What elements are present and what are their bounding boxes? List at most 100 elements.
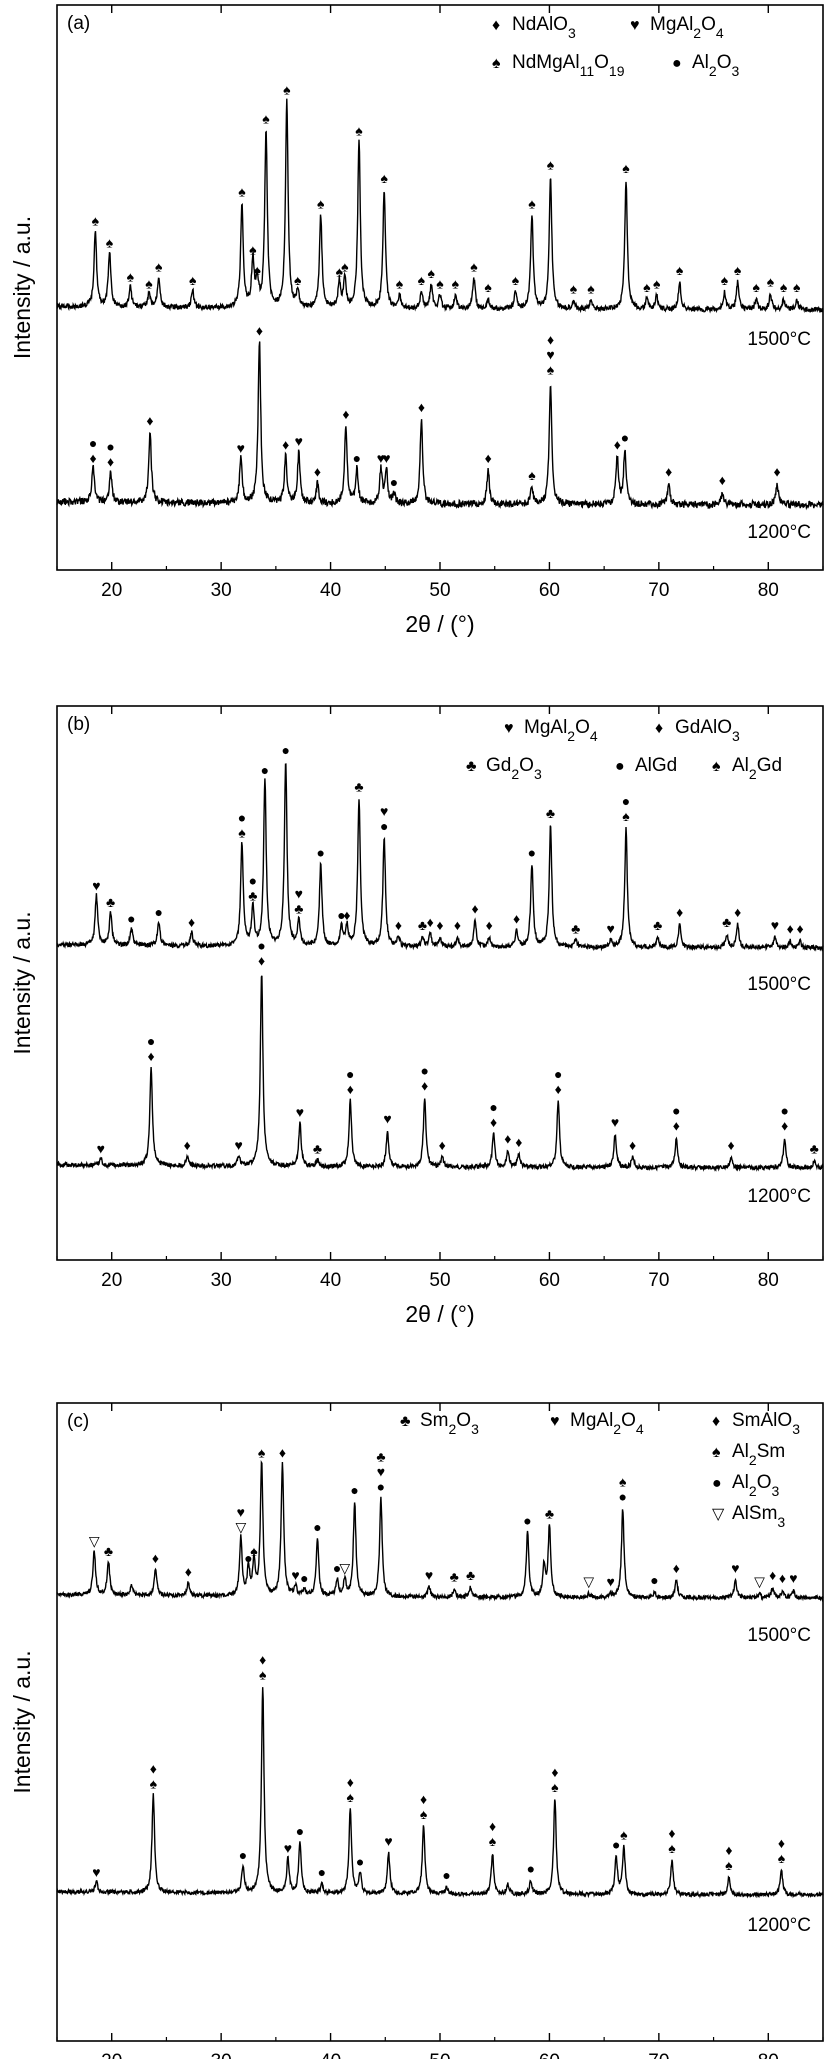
peak-marker: ♠ [92,213,100,229]
peak-marker: ♦ [779,1570,786,1586]
peak-marker: ♠ [420,1806,428,1822]
legend-item: ♠ NdMgAl11O19 [492,52,625,79]
legend-marker: ♦ [492,17,500,34]
peak-marker: ● [523,1512,531,1528]
peak-marker: ♦ [421,1078,428,1094]
panel-label: (a) [67,13,90,34]
legend-label: SmAlO3 [732,1410,800,1437]
peak-marker: ♦ [489,1818,496,1834]
peak-marker: ♦ [551,1764,558,1780]
legend-item: ♣ Sm2O3 [400,1410,479,1437]
legend-item: ♦ NdAlO3 [492,14,576,41]
peak-marker: ♠ [547,156,555,172]
peak-marker: ♦ [427,914,434,930]
peak-marker: ● [127,911,135,927]
legend-item: ♠ Al2Gd [712,755,782,782]
peak-marker: ♠ [622,160,630,176]
peak-marker: ♦ [719,472,726,488]
legend-item: ● Al2O3 [712,1472,779,1499]
peak-marker: ♣ [653,917,662,933]
x-tick-label: 30 [211,2051,232,2059]
legend-marker: ♥ [550,1413,560,1430]
peak-marker: ♥ [237,1504,245,1520]
x-tick-label: 80 [758,1270,779,1291]
peak-marker: ● [619,1489,627,1505]
legend-marker: ● [615,758,625,775]
peak-marker: ♥ [789,1570,797,1586]
legend-item: ♥ MgAl2O4 [630,14,724,41]
x-tick-label: 70 [648,2051,669,2059]
peak-marker: ♣ [546,805,555,821]
peak-marker: ♠ [436,275,444,291]
peak-marker: ♠ [484,279,492,295]
peak-marker: ♠ [155,258,163,274]
plot-frame [56,1402,824,2042]
peak-marker: ♦ [629,1137,636,1153]
x-tick-label: 50 [429,1270,450,1291]
x-tick-label: 20 [101,580,122,601]
peak-marker: ♠ [725,1857,733,1873]
peak-marker: ♣ [810,1140,819,1156]
peak-marker: ♦ [188,914,195,930]
peak-marker: ♥ [771,917,779,933]
peak-marker: ♦ [454,917,461,933]
peak-marker: ♦ [185,1563,192,1579]
peak-marker: ♦ [347,1081,354,1097]
peak-marker: ♠ [570,281,578,297]
peak-marker: ♦ [725,1842,732,1858]
peak-marker: ♠ [528,467,536,483]
peak-marker: ● [622,793,630,809]
y-axis-title: Intensity / a.u. [9,1650,35,1793]
peak-marker: ♦ [107,453,114,469]
peak-marker: ♠ [587,281,595,297]
legend-marker: ♠ [712,1444,721,1461]
peak-marker: ● [554,1066,562,1082]
peak-marker: ♥ [284,1840,292,1856]
peak-marker: ♦ [504,1131,511,1147]
x-tick-label: 70 [648,1270,669,1291]
legend-marker: ● [672,55,682,72]
peak-marker: ♦ [258,952,265,968]
peak-marker: ♠ [347,1789,355,1805]
panel-b: 20 30 40 50 60 70 80 2θ / (°) Intensity / a.u. (b… [9,705,824,1327]
peak-marker: ● [244,1550,252,1566]
peak-marker: ♦ [395,917,402,933]
peak-marker: ● [318,1864,326,1880]
peak-marker: ● [337,907,345,923]
peak-marker: ♦ [343,907,350,923]
peak-marker: ♣ [722,914,731,930]
legend-label: Al2Sm [732,1441,785,1468]
peak-marker: ♥ [731,1560,739,1576]
peak-marker: ● [353,450,361,466]
peak-marker: ♦ [614,436,621,452]
peak-marker: ♣ [106,894,115,910]
series-label: 1200°C [747,1186,811,1207]
peak-marker: ♥ [611,1114,619,1130]
peak-marker: ♠ [643,279,651,295]
peak-marker: ▽ [339,1560,350,1576]
peak-marker: ● [612,1837,620,1853]
x-tick-label: 60 [539,1270,560,1291]
peak-marker: ♦ [769,1567,776,1583]
peak-marker: ♠ [734,262,742,278]
series-line [56,98,824,314]
peak-marker: ● [257,937,265,953]
peak-marker: ♠ [753,279,761,295]
peak-marker: ♠ [668,1840,676,1856]
x-tick-label: 30 [211,580,232,601]
peak-marker: ♦ [439,1137,446,1153]
x-axis-title: 2θ / (°) [405,1301,474,1327]
peak-marker: ♥ [234,1137,242,1153]
series-line [56,975,824,1172]
legend-item: ▽ AlSm3 [712,1503,785,1530]
peak-marker: ♥ [377,1463,385,1479]
peak-marker: ● [346,1066,354,1082]
peak-marker: ♦ [471,901,478,917]
legend-marker: ♠ [712,758,721,775]
peak-marker: ♠ [528,196,536,212]
x-tick-label: 60 [539,580,560,601]
peak-marker: ● [489,1099,497,1115]
peak-marker: ♦ [781,1117,788,1133]
peak-marker: ● [239,1847,247,1863]
